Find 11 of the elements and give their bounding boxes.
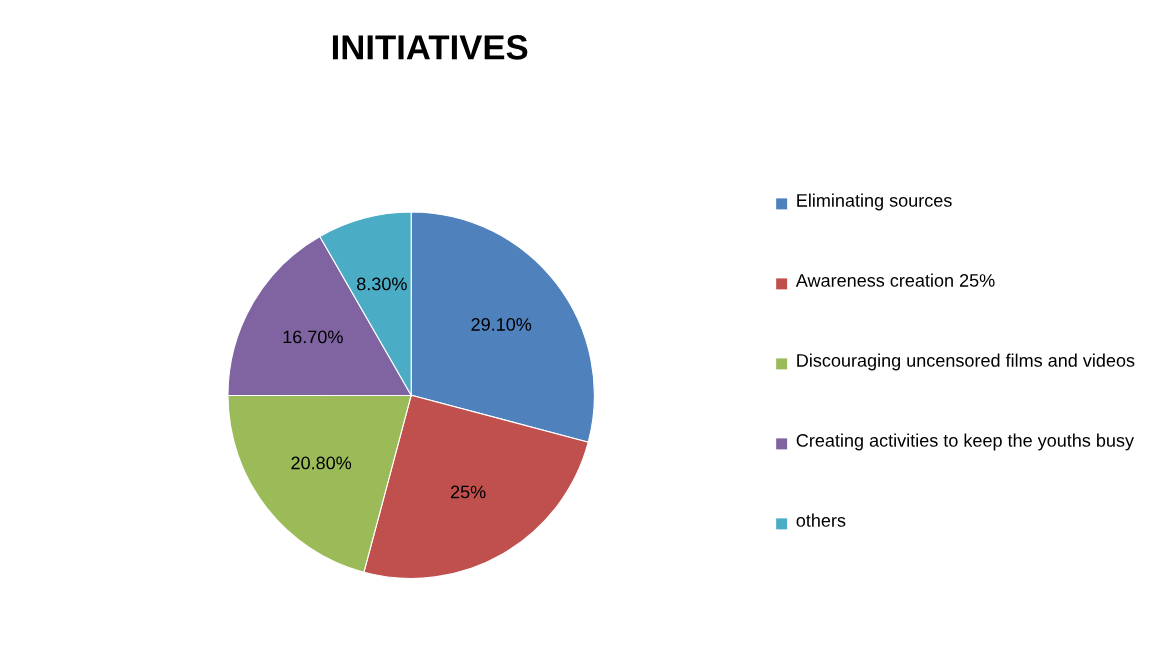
data-label: 25% [450, 485, 486, 499]
legend-label: Discouraging uncensored films and videos [797, 353, 1135, 371]
legend-label: Eliminating sources [797, 193, 952, 211]
legend-label: others [796, 513, 846, 527]
legend-label: Creating activities to keep the youths busy [796, 433, 1134, 451]
legend-label: Awareness creation 25% [795, 273, 995, 287]
data-label: 20.80% [291, 456, 352, 470]
chart-title: INITIATIVES [332, 35, 528, 60]
data-label: 8.30% [357, 277, 407, 291]
data-label: 29.10% [471, 318, 532, 331]
data-label: 16.70% [283, 330, 343, 344]
